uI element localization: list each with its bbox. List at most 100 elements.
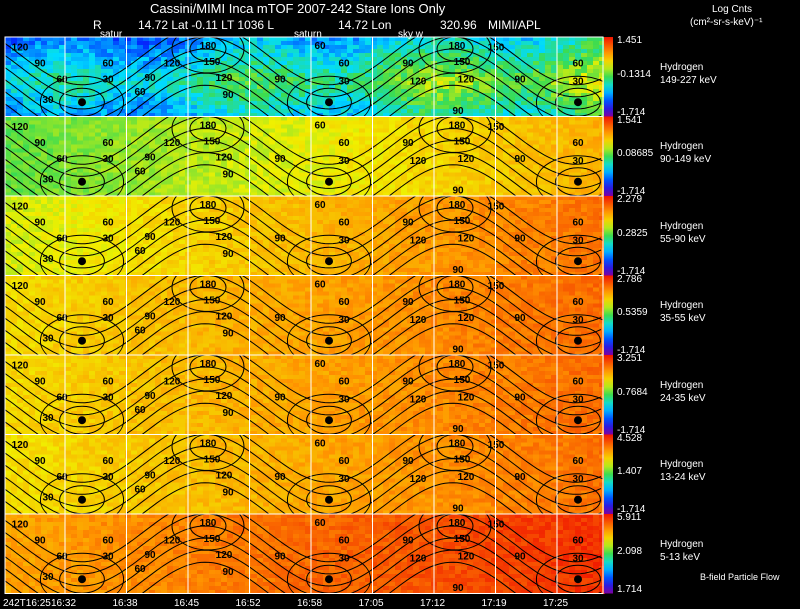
colorbar-max-7: 5.911 — [617, 512, 642, 523]
contour-label-4-20: 180 — [449, 279, 466, 290]
x-tick-label-2: 16:38 — [112, 598, 138, 609]
contour-label-4-4: 30 — [42, 334, 54, 345]
contour-label-6-13: 90 — [222, 488, 234, 499]
contour-label-4-6: 30 — [102, 313, 114, 324]
panel-energy-4: 35-55 keV — [660, 313, 706, 325]
contour-label-1-13: 90 — [222, 90, 234, 101]
contour-label-2-4: 30 — [42, 175, 54, 186]
b-field-dot-6-1 — [78, 495, 86, 504]
colorbar-2 — [604, 116, 613, 196]
x-tick-label-7: 17:12 — [420, 598, 446, 609]
panel-species-7: Hydrogen — [660, 538, 704, 550]
contour-label-6-16: 60 — [338, 456, 350, 467]
contour-label-7-9: 120 — [164, 535, 181, 546]
contour-label-3-3: 60 — [56, 233, 68, 244]
colorbar-min-1: -1.714 — [617, 106, 646, 118]
contour-label-6-25: 90 — [514, 472, 526, 483]
colorbar-mid-3: 0.2825 — [617, 227, 648, 239]
colorbar-mid-6: 1.407 — [617, 466, 643, 478]
contour-label-3-5: 60 — [102, 217, 114, 228]
colorbar-max-2: 1.541 — [617, 114, 643, 126]
contour-label-4-14: 90 — [274, 313, 286, 324]
panel-species-3: Hydrogen — [660, 220, 704, 232]
saturn-marker-1: satur — [100, 29, 123, 40]
contour-label-4-16: 60 — [338, 297, 350, 308]
contour-label-6-18: 90 — [402, 456, 414, 467]
panel-energy-3: 55-90 keV — [660, 233, 706, 245]
contour-label-1-21: 150 — [454, 57, 471, 68]
contour-label-3-27: 30 — [572, 236, 584, 247]
contour-label-6-26: 60 — [572, 456, 584, 467]
contour-label-6-11: 150 — [204, 454, 221, 465]
contour-label-7-6: 30 — [102, 551, 114, 562]
x-tick-label-8: 17:19 — [481, 598, 507, 609]
contour-label-1-18: 90 — [402, 58, 414, 69]
header-r-label: R — [93, 18, 102, 32]
contour-label-3-19: 120 — [410, 236, 427, 247]
panel-energy-2: 90-149 keV — [660, 154, 712, 166]
header-position: 14.72 Lat -0.11 LT 1036 L — [138, 18, 275, 32]
contour-label-7-27: 30 — [572, 554, 584, 565]
contour-label-2-10: 180 — [200, 120, 217, 131]
contour-label-7-17: 30 — [338, 554, 350, 565]
contour-label-1-14: 90 — [274, 74, 286, 85]
panel-species-1: Hydrogen — [660, 61, 704, 73]
contour-label-1-15: 60 — [314, 41, 326, 52]
contour-label-5-9: 120 — [164, 376, 181, 387]
contour-label-7-19: 120 — [410, 554, 427, 565]
contour-label-6-8: 90 — [144, 470, 156, 481]
contour-label-4-15: 60 — [314, 279, 326, 290]
b-field-dot-5-3 — [574, 416, 582, 425]
heatmap-panel-6 — [5, 434, 605, 515]
x-tick-label-3: 16:45 — [174, 598, 200, 609]
header-org: MIMI/APL — [488, 18, 541, 32]
panel-species-2: Hydrogen — [660, 141, 704, 153]
contour-label-4-8: 90 — [144, 311, 156, 322]
contour-label-2-12: 120 — [216, 152, 233, 163]
contour-label-1-6: 30 — [102, 74, 114, 85]
contour-label-3-1: 120 — [12, 202, 29, 213]
x-tick-label-9: 17:25 — [543, 598, 569, 609]
colorbar-min-5: -1.714 — [617, 424, 646, 436]
contour-label-5-19: 120 — [410, 395, 427, 406]
contour-label-2-7: 60 — [134, 167, 146, 178]
contour-label-3-9: 120 — [164, 217, 181, 228]
contour-label-4-19: 120 — [410, 315, 427, 326]
b-field-dot-7-3 — [574, 575, 582, 584]
contour-label-5-20: 180 — [449, 359, 466, 370]
contour-label-5-24: 150 — [488, 361, 505, 372]
contour-label-3-25: 90 — [514, 233, 526, 244]
contour-label-5-5: 60 — [102, 376, 114, 387]
contour-label-3-15: 60 — [314, 200, 326, 211]
panel-energy-5: 24-35 keV — [660, 392, 706, 404]
contour-label-2-3: 60 — [56, 154, 68, 165]
colorbar-units: (cm²-sr-s-keV)⁻¹ — [690, 17, 763, 28]
contour-label-6-15: 60 — [314, 438, 326, 449]
contour-label-4-21: 150 — [454, 295, 471, 306]
contour-label-5-2: 90 — [34, 376, 46, 387]
colorbar-mid-1: -0.1314 — [617, 68, 651, 80]
contour-label-1-12: 120 — [216, 73, 233, 84]
contour-label-7-8: 90 — [144, 550, 156, 561]
b-field-dot-4-3 — [574, 336, 582, 345]
contour-label-2-21: 150 — [454, 136, 471, 147]
contour-label-4-18: 90 — [402, 297, 414, 308]
contour-label-4-27: 30 — [572, 315, 584, 326]
contour-label-2-20: 180 — [449, 120, 466, 131]
contour-label-7-23: 90 — [452, 583, 464, 594]
contour-label-6-4: 30 — [42, 493, 54, 504]
contour-label-7-12: 120 — [216, 550, 233, 561]
contour-label-2-6: 30 — [102, 154, 114, 165]
contour-label-6-2: 90 — [34, 456, 46, 467]
colorbar-max-1: 1.451 — [617, 35, 643, 46]
saturn-marker-3: sky w — [398, 29, 423, 40]
contour-label-6-20: 180 — [449, 438, 466, 449]
contour-label-6-22: 120 — [458, 472, 475, 483]
contour-label-4-9: 120 — [164, 297, 181, 308]
contour-label-6-19: 120 — [410, 474, 427, 485]
contour-label-7-3: 60 — [56, 551, 68, 562]
contour-label-7-16: 60 — [338, 535, 350, 546]
contour-label-1-4: 30 — [42, 95, 54, 106]
contour-label-2-23: 90 — [452, 186, 464, 197]
contour-label-5-16: 60 — [338, 376, 350, 387]
